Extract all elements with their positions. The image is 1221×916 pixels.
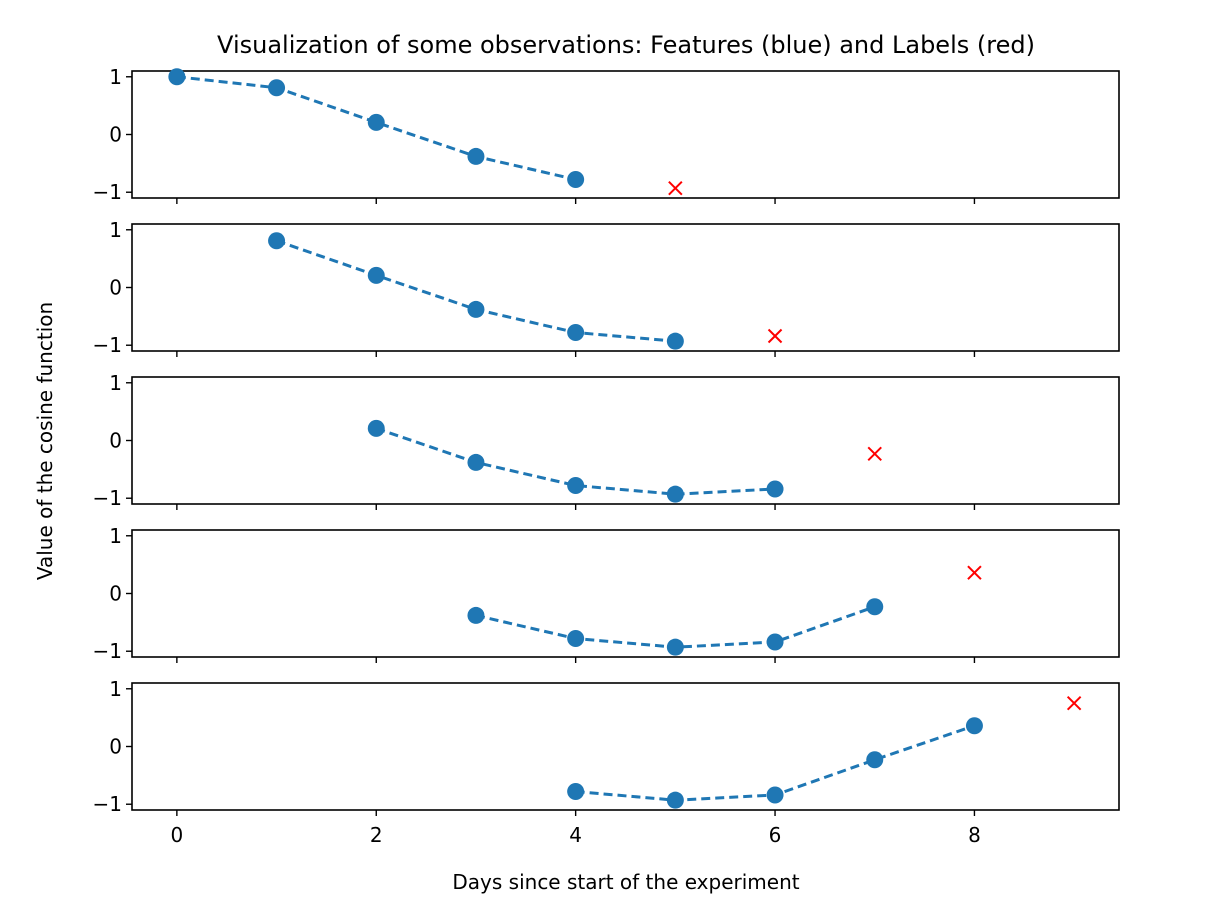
y-tick-label: −1 (93, 639, 122, 663)
chart-title: Visualization of some observations: Feat… (217, 31, 1035, 59)
subplot-4: −1 0 1 (93, 524, 1120, 663)
feature-point (467, 453, 485, 471)
subplot-5: −1 0 1 0 2 4 6 8 (93, 677, 1120, 847)
y-tick-label: 1 (109, 524, 122, 548)
y-tick-label: 1 (109, 218, 122, 242)
feature-point (766, 480, 784, 498)
label-marker (967, 565, 982, 580)
y-tick-label: −1 (93, 792, 122, 816)
axes-frame (131, 682, 1120, 811)
feature-point (567, 783, 585, 801)
x-tick-label: 0 (170, 823, 183, 847)
label-marker (867, 446, 882, 461)
feature-point (168, 68, 186, 86)
y-tick-label: 0 (109, 735, 122, 759)
y-tick-label: 0 (109, 429, 122, 453)
label-marker (1066, 695, 1082, 711)
axes-frame (131, 529, 1120, 658)
feature-point (467, 300, 485, 318)
y-tick-label: −1 (93, 180, 122, 204)
y-tick-label: 0 (109, 276, 122, 300)
feature-point (268, 79, 286, 97)
x-tick-label: 2 (370, 823, 383, 847)
feature-point (367, 266, 385, 284)
y-tick-label: −1 (93, 333, 122, 357)
y-tick-label: 1 (109, 371, 122, 395)
label-marker-stroke (668, 180, 683, 196)
label-marker-stroke (767, 328, 783, 344)
x-tick-label: 8 (968, 823, 981, 847)
feature-point (766, 633, 784, 651)
features-line (375, 426, 776, 496)
label-marker-stroke (1066, 695, 1082, 711)
feature-point (666, 485, 684, 503)
feature-point (866, 598, 884, 616)
feature-point (367, 419, 385, 437)
feature-point (367, 113, 385, 131)
feature-point (567, 171, 585, 189)
feature-point (567, 630, 585, 648)
feature-point (567, 477, 585, 495)
label-marker (668, 180, 683, 196)
subplot-3: −1 0 1 (93, 371, 1120, 510)
subplot-2: −1 0 1 (93, 218, 1120, 357)
feature-point (268, 232, 286, 250)
y-tick-label: 0 (109, 123, 122, 147)
subplots: −1 0 1 −1 0 1 −1 0 1 −1 0 1 −1 0 1 0 2 4 6 8 (93, 65, 1120, 847)
subplot-1: −1 0 1 (93, 65, 1120, 204)
x-tick-label: 4 (569, 823, 582, 847)
label-marker-stroke (867, 446, 882, 461)
axes-frame (131, 376, 1120, 505)
y-tick-label: 1 (109, 65, 122, 89)
x-axis-label: Days since start of the experiment (452, 870, 799, 894)
feature-point (567, 324, 585, 342)
feature-point (666, 332, 684, 350)
label-marker-stroke (967, 565, 982, 580)
feature-point (666, 638, 684, 656)
y-tick-label: 0 (109, 582, 122, 606)
label-marker (767, 328, 783, 344)
feature-point (766, 786, 784, 804)
feature-point (467, 147, 485, 165)
features-line (276, 239, 676, 343)
feature-point (666, 791, 684, 809)
y-tick-label: −1 (93, 486, 122, 510)
feature-point (467, 606, 485, 624)
y-axis-label: Value of the cosine function (33, 302, 57, 580)
feature-point (965, 717, 983, 735)
x-tick-label: 6 (769, 823, 782, 847)
y-tick-label: 1 (109, 677, 122, 701)
feature-point (866, 751, 884, 769)
